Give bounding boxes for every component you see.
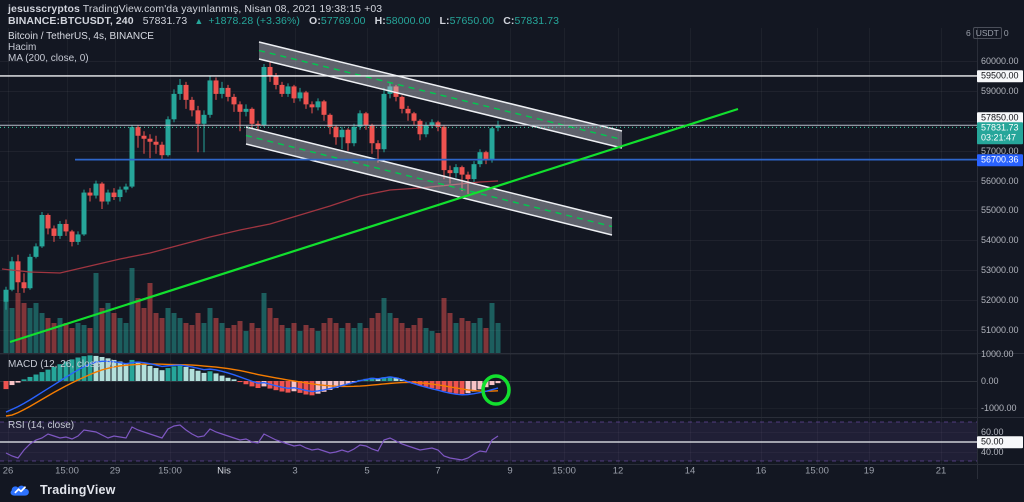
main-pane-legend[interactable]: Bitcoin / TetherUS, 4s, BINANCE Hacim MA… [8,31,154,64]
time-tick-label: 21 [935,465,947,477]
published-byline: jesusscryptos TradingView.com'da yayınla… [8,3,382,15]
axis-unit-currency[interactable]: USDT [972,27,1002,39]
candle-countdown-label: 03:21:47 [977,132,1023,144]
rsi-50-label: 50.00 [977,436,1023,448]
legend-ma[interactable]: MA (200, close, 0) [8,53,89,64]
price-tick-label: 53000.00 [981,265,1019,275]
author-name: jesusscryptos [8,3,80,15]
price-tick-label: 51000.00 [981,325,1019,335]
footer-bar: TradingView [0,479,1024,502]
price-tick-label: 0.00 [981,376,999,386]
price-line-label-59500: 59500.00 [977,70,1023,82]
time-tick-label: 7 [435,465,441,477]
low-label: L: [439,15,450,27]
time-tick-label: Nis [217,465,231,477]
open-label: O: [309,15,321,27]
price-tick-label: 60.00 [981,427,1004,437]
price-line-label-56700: 56700.36 [977,154,1023,166]
legend-symbol-title[interactable]: Bitcoin / TetherUS, 4s, BINANCE [8,31,154,42]
time-tick-label: 3 [292,465,298,477]
price-change: +1878.28 (+3.36%) [208,15,301,27]
price-tick-label: 60000.00 [981,56,1019,66]
time-tick-label: 16 [755,465,767,477]
time-tick-label: 12 [612,465,624,477]
axis-unit-prefix: 6 [966,28,971,38]
axis-unit-suffix: 0 [1003,28,1009,38]
open-value: 57769.00 [320,15,366,27]
byline-text: TradingView.com'da yayınlanmış, Nisan 08… [79,3,383,15]
macd-pane-legend[interactable]: MACD (12, 26, close, 9) [8,359,115,370]
legend-macd[interactable]: MACD (12, 26, close, 9) [8,359,115,370]
legend-rsi[interactable]: RSI (14, close) [8,420,75,431]
price-tick-label: 40.00 [981,447,1004,457]
time-tick-label: 5 [364,465,370,477]
price-tick-label: -1000.00 [981,403,1017,413]
time-tick-label: 15:00 [552,465,576,477]
price-line-label-57850: 57850.00 [977,112,1023,124]
tradingview-logo-icon [10,485,29,496]
time-tick-label: 29 [109,465,121,477]
price-tick-label: 57000.00 [981,146,1019,156]
price-tick-label: 52000.00 [981,295,1019,305]
price-tick-label: 59000.00 [981,86,1019,96]
price-tick-label: 1000.00 [981,349,1014,359]
last-price: 57831.73 [142,15,188,27]
price-tick-label: 54000.00 [981,235,1019,245]
price-tick-label: 56000.00 [981,176,1019,186]
up-arrow-icon: ▲ [194,16,204,26]
time-tick-label: 15:00 [158,465,182,477]
time-tick-label: 9 [507,465,513,477]
high-value: 58000.00 [385,15,431,27]
symbol-info-row: BINANCE:BTCUSDT, 240 57831.73 ▲ +1878.28… [8,15,559,27]
symbol-name: BINANCE:BTCUSDT, 240 [8,15,134,27]
high-label: H: [374,15,386,27]
time-tick-label: 15:00 [55,465,79,477]
time-tick-label: 15:00 [805,465,829,477]
price-tick-label: 55000.00 [981,205,1019,215]
legend-volume[interactable]: Hacim [8,42,37,53]
close-label: C: [503,15,515,27]
last-price-label: 57831.73 [977,122,1023,134]
rsi-pane-legend[interactable]: RSI (14, close) [8,420,74,431]
tradingview-logo-link[interactable]: TradingView [8,482,116,498]
time-tick-label: 26 [2,465,14,477]
low-value: 57650.00 [449,15,495,27]
tradingview-logo-text[interactable]: TradingView [40,483,116,497]
close-value: 57831.73 [514,15,560,27]
price-axis-unit[interactable]: 6 USDT 0 [966,27,1009,39]
time-tick-label: 19 [863,465,875,477]
time-tick-label: 14 [684,465,696,477]
